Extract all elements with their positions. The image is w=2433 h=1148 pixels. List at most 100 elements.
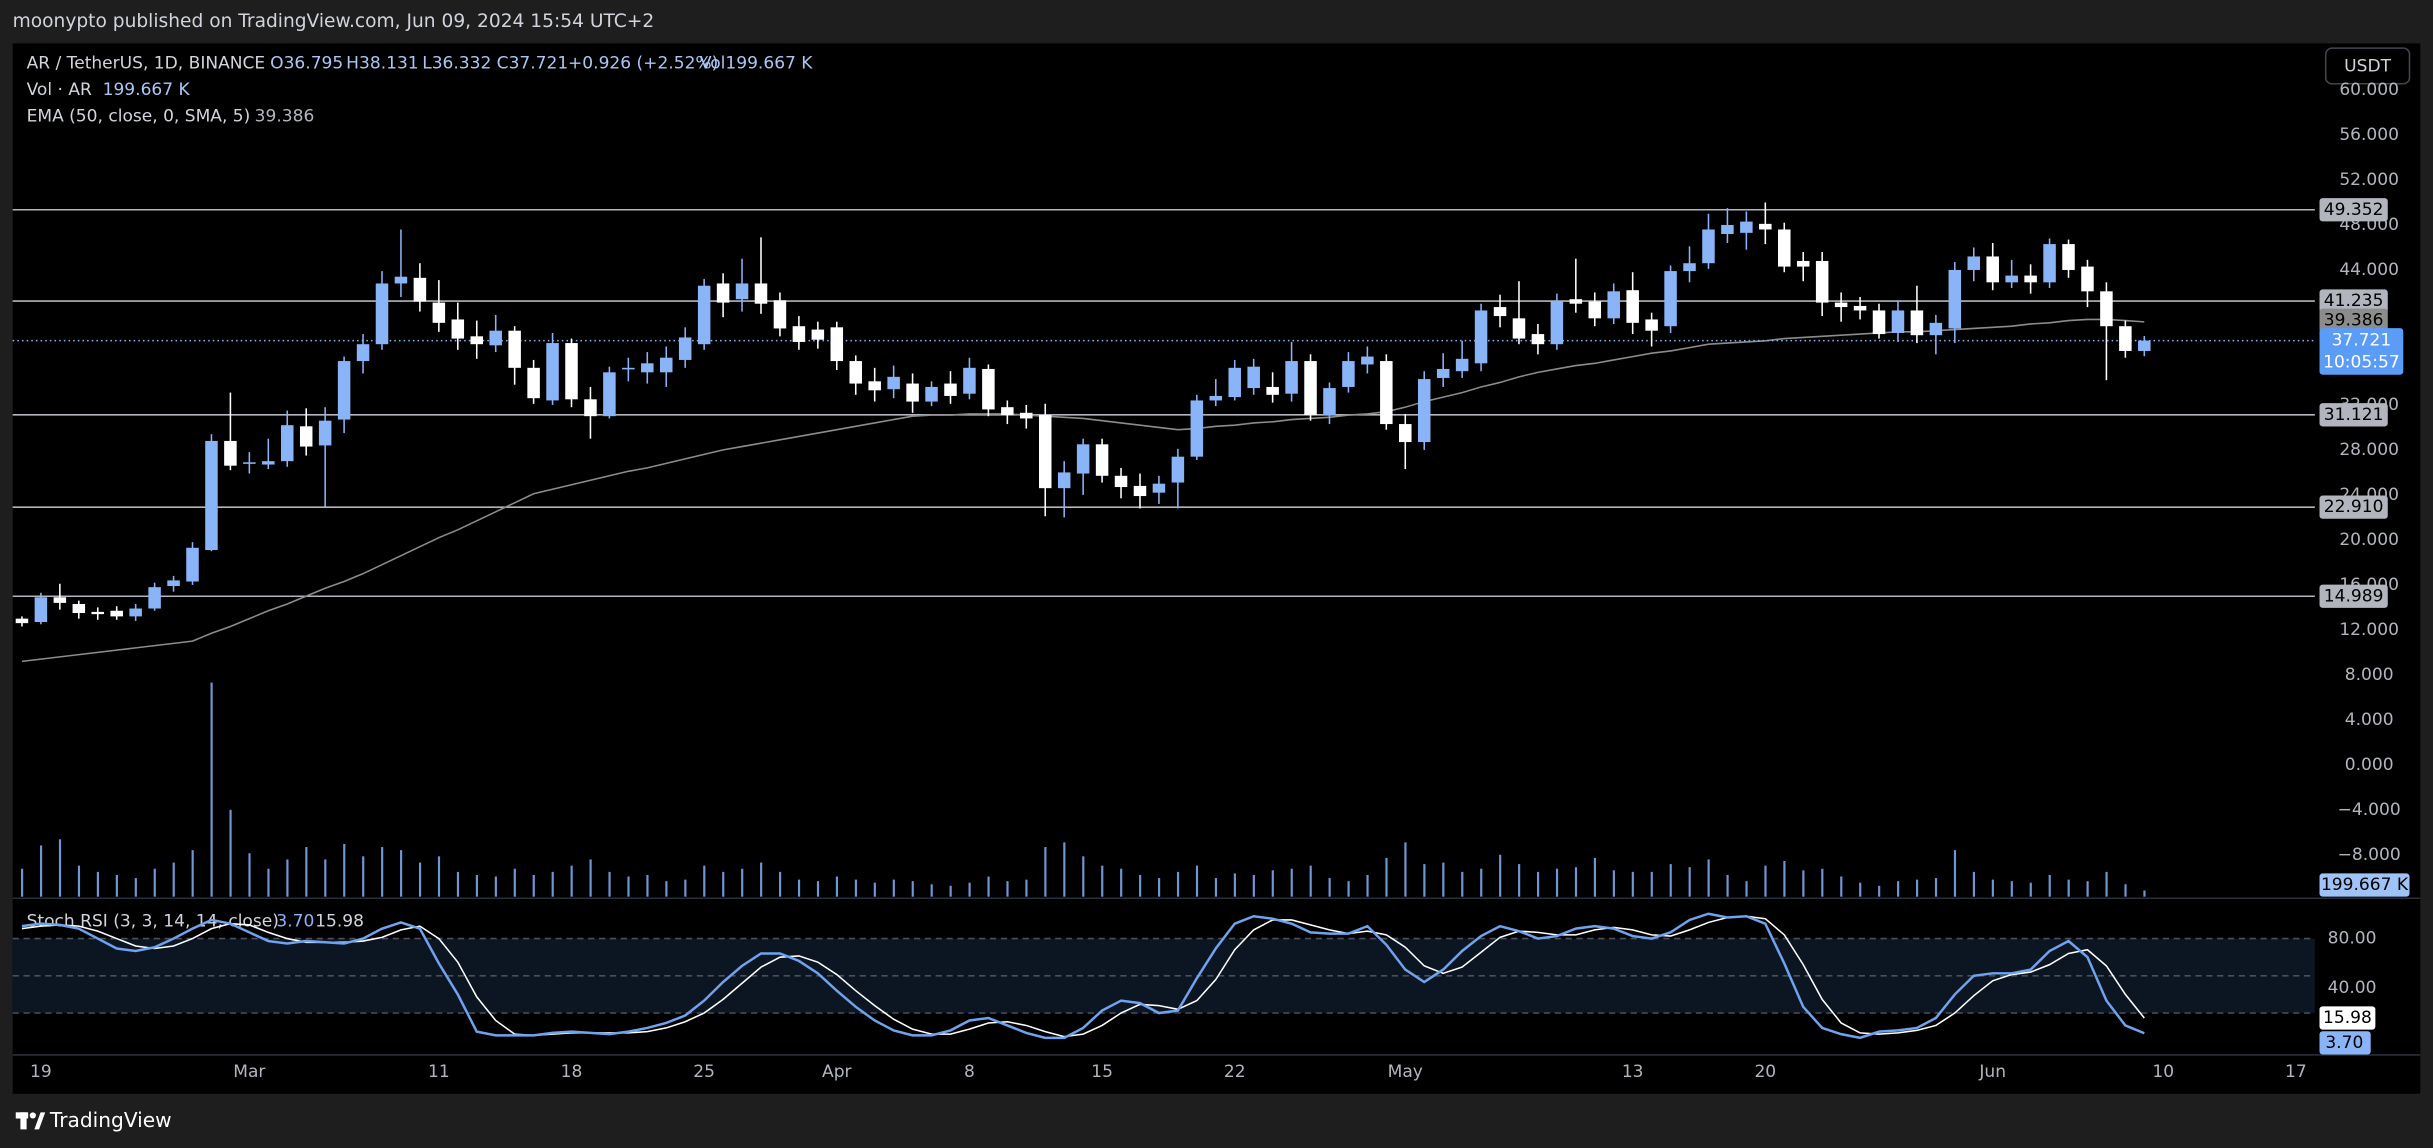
volume-bar	[381, 847, 384, 897]
volume-bar	[77, 865, 81, 897]
candle-body	[1436, 368, 1450, 378]
volume-bar	[1878, 885, 1881, 897]
candle-body	[72, 604, 86, 614]
volume-bar	[930, 884, 933, 897]
candle-body	[868, 381, 881, 391]
candle-body	[1020, 412, 1033, 419]
stoch-k-line	[21, 912, 2145, 1040]
candle-body	[1417, 379, 1431, 443]
y-tick-label: −4.000	[2338, 800, 2401, 820]
volume-bar	[172, 862, 175, 897]
volume-bar	[191, 850, 194, 897]
volume-bar	[1934, 878, 1938, 897]
candle-body	[1721, 224, 1734, 234]
currency-button[interactable]	[2324, 47, 2411, 85]
ema-legend-value: 39.386	[255, 106, 315, 126]
candle-body	[2005, 275, 2018, 283]
candle-body	[337, 361, 351, 420]
candle-body	[2062, 244, 2075, 270]
volume-box	[2319, 873, 2410, 897]
volume-bar	[987, 876, 990, 897]
candle-body	[1399, 424, 1412, 443]
candle-body	[1778, 229, 1791, 267]
ema-box	[2319, 308, 2388, 332]
volume-bar	[1233, 873, 1236, 897]
candle-body	[1512, 318, 1526, 339]
volume-bar	[532, 874, 535, 897]
candle-body	[546, 343, 559, 401]
level-label: 49.352	[2324, 200, 2384, 220]
volume-bar	[2086, 881, 2089, 897]
volume-bar	[627, 876, 630, 897]
candle-body	[1152, 483, 1166, 493]
volume-legend: Vol · AR	[27, 80, 92, 100]
candle-body	[110, 610, 123, 617]
legend-volume: Vol199.667 K	[700, 54, 813, 74]
candle-body	[527, 367, 540, 399]
candle-body	[1247, 366, 1260, 389]
y-tick-label: 0.000	[2345, 755, 2394, 775]
volume-bar	[305, 847, 308, 897]
volume-bar	[513, 868, 516, 897]
ema-label: 39.386	[2324, 310, 2384, 330]
volume-bar	[1821, 868, 1824, 897]
x-tick-label: 13	[1622, 1062, 1644, 1082]
candle-body	[830, 327, 844, 362]
candle-body	[1759, 223, 1772, 230]
volume-bar	[1025, 879, 1028, 897]
volume-bar	[1574, 867, 1578, 897]
candle-body	[91, 611, 105, 615]
volume-bar	[551, 871, 554, 897]
legend-low: L36.332	[422, 54, 491, 74]
volume-bar	[1461, 871, 1464, 897]
logo-part	[29, 1112, 36, 1119]
volume-bar	[1897, 881, 1900, 897]
volume-bar	[722, 871, 725, 897]
volume-bar	[1120, 868, 1123, 897]
candle-body	[792, 326, 806, 342]
volume-bar	[1176, 871, 1180, 897]
volume-bar	[2029, 882, 2032, 897]
candle-body	[2119, 326, 2132, 351]
x-tick-label: 19	[30, 1062, 52, 1082]
volume-bar	[96, 871, 99, 897]
candle-body	[281, 425, 294, 462]
footer-logo	[15, 1112, 46, 1130]
y-tick-label: 8.000	[2345, 665, 2394, 685]
currency-label[interactable]: USDT	[2344, 57, 2391, 77]
volume-bar	[286, 859, 289, 897]
volume-bar	[1612, 870, 1615, 897]
level-box	[2319, 495, 2388, 519]
candle-body	[489, 330, 502, 346]
volume-bar	[1271, 870, 1274, 897]
x-tick-label: May	[1388, 1062, 1423, 1082]
volume-bar	[21, 868, 24, 897]
candle-body	[1190, 400, 1204, 457]
volume-bar	[1650, 871, 1653, 897]
candle-body	[1683, 263, 1696, 272]
candle-body	[1872, 310, 1886, 335]
y-tick-label: 52.000	[2339, 170, 2399, 190]
volume-bar	[1252, 874, 1255, 897]
volume-bar	[1214, 878, 1218, 897]
candle-body	[224, 440, 237, 466]
candle-body	[622, 367, 635, 370]
volume-bar	[760, 862, 763, 897]
candle-body	[1550, 301, 1564, 345]
level-label: 41.235	[2324, 291, 2384, 311]
volume-bar	[437, 856, 441, 897]
level-label: 14.989	[2324, 586, 2384, 606]
candle-body	[1114, 475, 1128, 488]
candle-body	[1626, 290, 1639, 323]
volume-bar	[1707, 859, 1710, 897]
stoch-k-legend: 3.70	[276, 912, 314, 932]
candle-body	[849, 361, 862, 384]
candle-body	[773, 300, 787, 329]
volume-bar	[134, 878, 137, 897]
volume-bar	[665, 881, 668, 897]
volume-bar	[570, 865, 573, 897]
candle-body	[1038, 415, 1052, 489]
volume-bar	[400, 850, 403, 897]
volume-bar	[456, 871, 460, 897]
candle-body	[1095, 444, 1109, 476]
